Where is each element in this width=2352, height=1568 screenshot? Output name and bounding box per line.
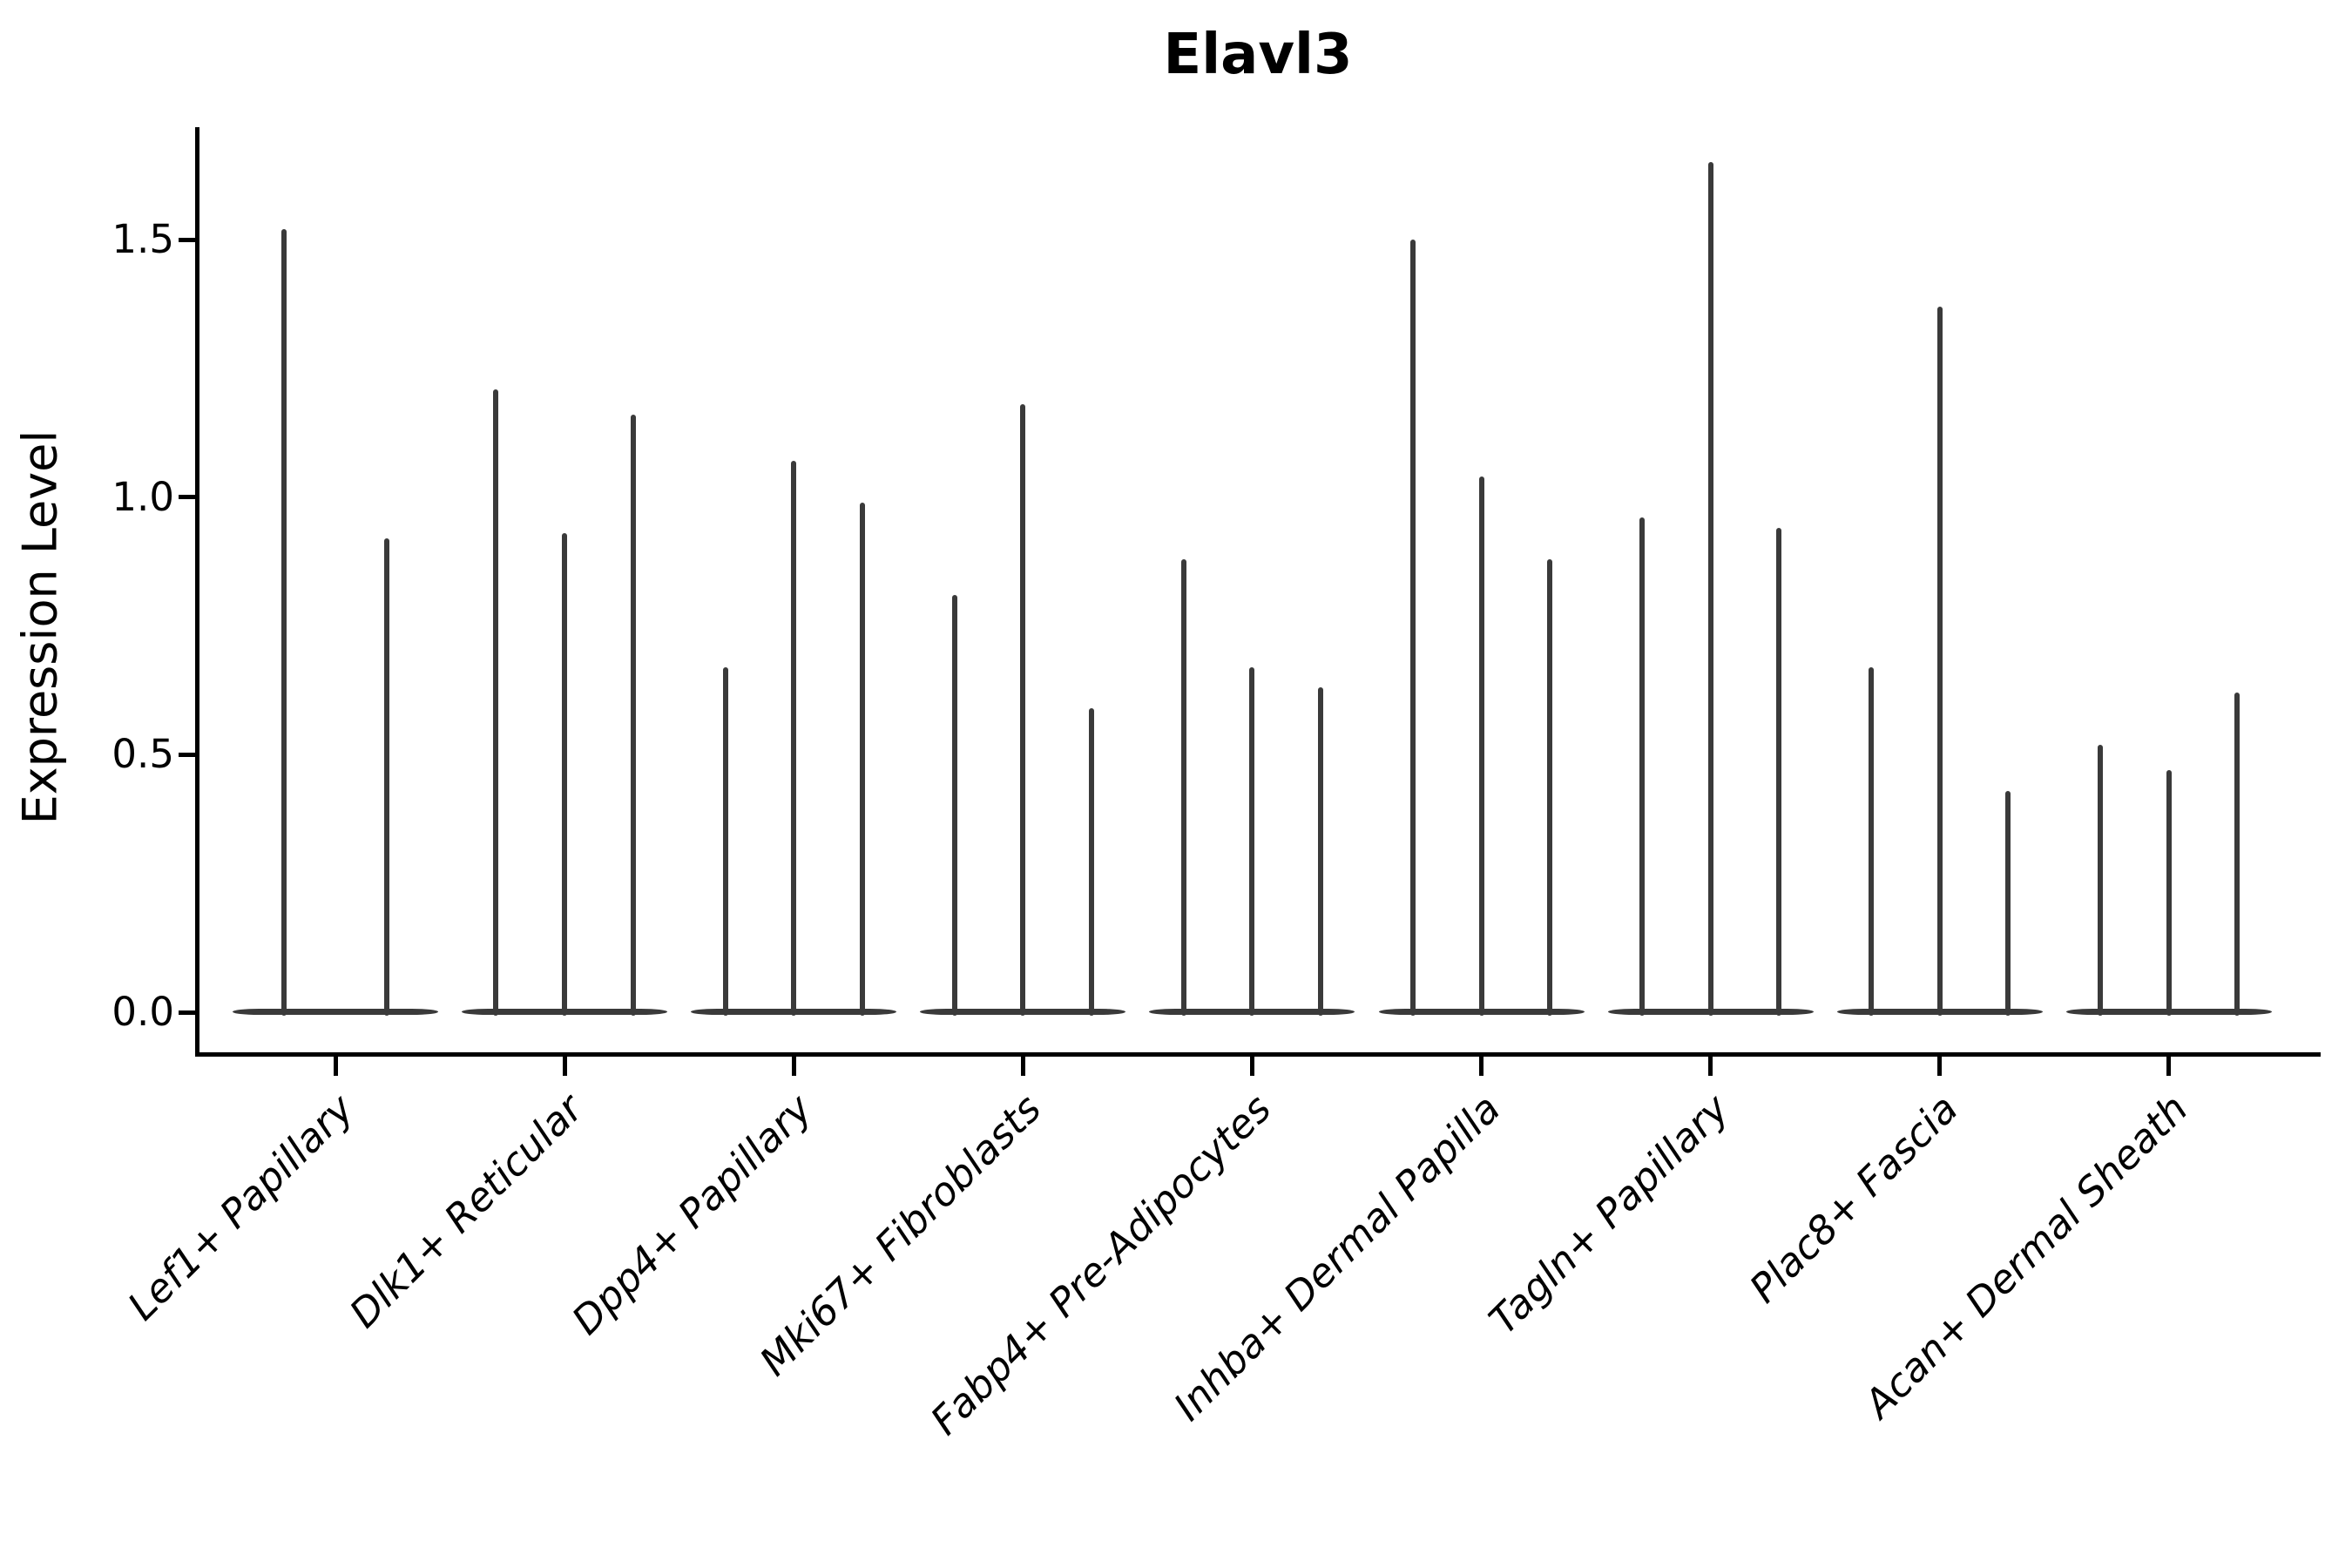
violin-spike xyxy=(1869,666,1875,1016)
x-tick-mark xyxy=(1937,1057,1943,1076)
violin-spike xyxy=(2098,744,2104,1016)
violin-spike xyxy=(1776,528,1782,1016)
x-tick-label: Tagln+ Papillary xyxy=(1480,1085,1739,1343)
violin-spike xyxy=(1478,476,1484,1016)
violin-spike xyxy=(791,461,797,1016)
x-tick-mark xyxy=(1020,1057,1025,1076)
violin-spike xyxy=(1547,558,1553,1016)
violin-spike xyxy=(384,538,389,1016)
violin-base xyxy=(233,1009,438,1015)
y-tick-label: 1.0 xyxy=(112,473,174,520)
y-tick-label: 0.5 xyxy=(112,731,174,778)
violin-spike xyxy=(1936,306,1943,1016)
violin-spike xyxy=(1707,162,1713,1016)
x-tick-mark xyxy=(2166,1057,2172,1076)
violin-spike xyxy=(1318,687,1324,1016)
violin-spike xyxy=(1249,666,1255,1016)
violin-spike xyxy=(1088,708,1094,1016)
violin-spike xyxy=(1409,240,1416,1016)
y-tick-mark xyxy=(179,237,198,242)
violin-spike xyxy=(2005,790,2011,1016)
x-tick-mark xyxy=(791,1057,796,1076)
x-tick-mark xyxy=(333,1057,338,1076)
chart-title: Elavl3 xyxy=(1163,23,1353,87)
x-tick-label: Dlk1+ Reticular xyxy=(341,1085,592,1337)
y-tick-mark xyxy=(179,1010,198,1015)
violin-spike xyxy=(281,229,287,1016)
y-tick-mark xyxy=(179,495,198,500)
x-tick-label: Plac8+ Fascia xyxy=(1740,1085,1968,1312)
y-axis-spine xyxy=(195,127,199,1057)
violin-spike xyxy=(2234,693,2240,1016)
x-axis-spine xyxy=(195,1052,2321,1057)
x-tick-mark xyxy=(562,1057,567,1076)
violin-spike xyxy=(562,533,568,1016)
x-tick-mark xyxy=(1249,1057,1254,1076)
violin-spike xyxy=(722,666,728,1016)
violin-spike xyxy=(859,502,865,1016)
violin-spike xyxy=(951,595,957,1016)
x-tick-mark xyxy=(1479,1057,1484,1076)
x-tick-label: Lef1+ Papillary xyxy=(118,1085,363,1329)
violin-spike xyxy=(1639,517,1645,1016)
y-tick-label: 1.5 xyxy=(112,216,174,263)
y-tick-mark xyxy=(179,752,198,757)
violin-spike xyxy=(2166,770,2172,1016)
violin-spike xyxy=(1180,558,1186,1016)
x-tick-label: Dpp4+ Papillary xyxy=(563,1085,821,1344)
violin-spike xyxy=(493,389,499,1016)
y-tick-label: 0.0 xyxy=(112,989,174,1035)
x-tick-mark xyxy=(1708,1057,1713,1076)
violin-spike xyxy=(1020,404,1026,1016)
violin-spike xyxy=(630,415,636,1016)
